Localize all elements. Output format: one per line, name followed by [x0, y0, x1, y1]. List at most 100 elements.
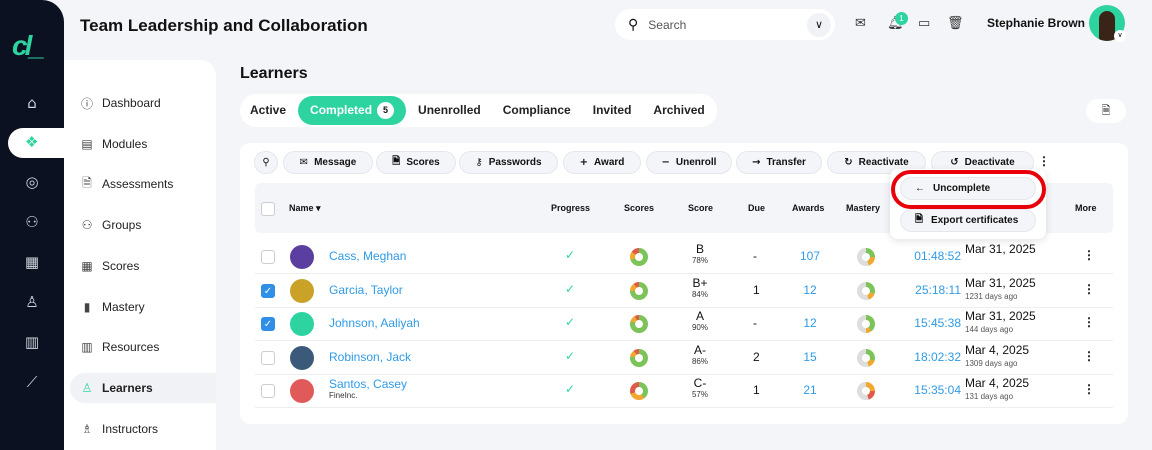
row-checkbox[interactable]: [261, 350, 275, 365]
export-certificates-menu-item[interactable]: 🗎 Export certificates: [900, 209, 1036, 232]
users-icon: ⚇: [81, 218, 93, 233]
passwords-icon: ⚷: [475, 157, 483, 168]
chevron-down-icon[interactable]: ∨: [807, 13, 831, 37]
awards-link[interactable]: 107: [799, 249, 821, 263]
export-pdf-button[interactable]: 🗎: [1086, 99, 1126, 123]
target-icon[interactable]: ◎: [25, 173, 39, 191]
avatar[interactable]: [1089, 5, 1125, 41]
sidebar-item-learners[interactable]: ♙ Learners: [70, 372, 216, 403]
uncomplete-menu-item[interactable]: ← Uncomplete: [900, 177, 1036, 200]
home-icon[interactable]: ⌂: [27, 94, 37, 112]
table-row[interactable]: Robinson, Jack ✓ A- 86% 2 15 18:02:32 Mar…: [255, 341, 1113, 375]
award-icon: +: [579, 157, 588, 168]
sidebar-item-resources[interactable]: ▥ Resources: [81, 340, 160, 355]
select-all-checkbox[interactable]: [261, 202, 275, 216]
row-checkbox[interactable]: [261, 250, 275, 264]
table-row[interactable]: ✓ Garcia, Taylor ✓ B+ 84% 1 12 25:18:11 M…: [255, 274, 1113, 308]
check-icon: ✓: [565, 315, 576, 329]
scores-button[interactable]: 🗎 Scores: [376, 151, 456, 174]
users-icon[interactable]: ⚇: [25, 213, 39, 231]
tab-compliance[interactable]: Compliance: [502, 103, 571, 117]
learner-name-link[interactable]: Robinson, Jack: [329, 349, 412, 364]
row-checkbox[interactable]: [261, 384, 275, 398]
table-row[interactable]: Santos, Casey FineInc. ✓ C- 57% 1 21 15:35…: [255, 374, 1113, 408]
sidebar-item-scores[interactable]: ▦ Scores: [81, 258, 140, 273]
time-link[interactable]: 25:18:11: [915, 282, 961, 297]
column-more: More: [1075, 203, 1097, 213]
mastery-donut[interactable]: [857, 315, 875, 333]
scores-donut[interactable]: [630, 348, 648, 367]
row-checkbox[interactable]: ✓: [261, 283, 275, 298]
tab-invited[interactable]: Invited: [592, 103, 632, 117]
brand-logo: cl_: [12, 30, 45, 61]
time-link[interactable]: 15:45:38: [914, 316, 961, 330]
passwords-button[interactable]: ⚷ Passwords: [459, 151, 558, 174]
awards-link[interactable]: 21: [803, 383, 817, 397]
row-more-icon[interactable]: ⋮: [1083, 382, 1095, 396]
award-button[interactable]: + Award: [563, 151, 641, 174]
row-more-icon[interactable]: ⋮: [1083, 348, 1095, 363]
awards-link[interactable]: 12: [803, 282, 817, 297]
table-row[interactable]: ✓ Johnson, Aaliyah ✓ A 90% - 12 15:45:38 …: [255, 307, 1113, 341]
mastery-donut[interactable]: [857, 281, 875, 300]
tab-unenrolled[interactable]: Unenrolled: [418, 103, 481, 117]
tab-completed[interactable]: Completed 5: [298, 96, 407, 125]
learner-name-link[interactable]: Garcia, Taylor: [329, 282, 403, 297]
row-checkbox[interactable]: ✓: [261, 317, 275, 331]
tab-archived[interactable]: Archived: [653, 103, 705, 117]
user-name[interactable]: Stephanie Brown: [987, 16, 1086, 30]
reactivate-button[interactable]: ↻ Reactivate: [827, 151, 926, 174]
trash-icon[interactable]: 🗑︎: [947, 16, 964, 31]
mastery-donut[interactable]: [857, 382, 875, 400]
chart-icon[interactable]: ⟋: [26, 373, 38, 391]
awards-link[interactable]: 15: [803, 349, 817, 364]
time-link[interactable]: 18:02:32: [914, 349, 961, 364]
file-check-icon: 🗎: [82, 175, 92, 190]
row-more-icon[interactable]: ⋮: [1083, 248, 1095, 262]
tab-active[interactable]: Active: [250, 103, 287, 117]
column-scores: Scores: [624, 203, 655, 213]
mail-icon[interactable]: ✉: [855, 16, 866, 31]
message-button[interactable]: ✉ Message: [283, 151, 373, 174]
avatar: [290, 278, 314, 303]
search-icon: ⚲: [628, 16, 639, 33]
learner-name-link[interactable]: Johnson, Aaliyah: [329, 316, 420, 330]
scores-donut[interactable]: [630, 248, 648, 266]
row-more-icon[interactable]: ⋮: [1083, 315, 1095, 329]
search-button[interactable]: ⚲: [254, 151, 278, 174]
column-name[interactable]: Name ▾: [289, 203, 321, 213]
learner-name-link[interactable]: Santos, Casey FineInc.: [329, 377, 408, 400]
time-link[interactable]: 01:48:52: [914, 249, 961, 263]
more-actions-icon[interactable]: ⋮: [1038, 154, 1050, 168]
row-more-icon[interactable]: ⋮: [1083, 281, 1095, 296]
column-awards: Awards: [792, 203, 825, 213]
scores-donut[interactable]: [630, 315, 648, 333]
transfer-button[interactable]: → Transfer: [736, 151, 822, 174]
modules-rail-icon[interactable]: ❖: [8, 128, 64, 158]
date-value: Mar 4, 2025 1309 days ago: [965, 342, 1030, 368]
sidebar-item-instructors[interactable]: ♗ Instructors: [81, 421, 159, 436]
time-link[interactable]: 15:35:04: [914, 383, 961, 397]
sidebar-item-modules[interactable]: ▤ Modules: [81, 136, 148, 151]
grid-icon[interactable]: ▦: [24, 253, 40, 271]
search-input[interactable]: ⚲ Search ∨: [615, 9, 835, 40]
mastery-donut[interactable]: [857, 348, 875, 367]
column-mastery: Mastery: [846, 203, 881, 213]
calendar-icon[interactable]: ▭: [918, 16, 931, 31]
due-value: 1: [753, 383, 760, 397]
user-icon[interactable]: ♙: [25, 293, 39, 311]
awards-link[interactable]: 12: [803, 316, 817, 330]
scores-donut[interactable]: [630, 382, 648, 400]
sidebar-item-groups[interactable]: ⚇ Groups: [81, 218, 142, 233]
chevron-down-icon[interactable]: ∨: [1114, 30, 1126, 42]
table-row[interactable]: Cass, Meghan ✓ B 78% - 107 01:48:52 Mar 3…: [255, 240, 1113, 274]
library-icon[interactable]: ▥: [24, 333, 40, 351]
learner-name-link[interactable]: Cass, Meghan: [329, 249, 407, 263]
scores-donut[interactable]: [630, 281, 648, 300]
sidebar-item-mastery[interactable]: ▮ Mastery: [70, 292, 216, 322]
sidebar-item-dashboard[interactable]: ⓘ Dashboard: [80, 96, 161, 111]
sidebar-item-assessments[interactable]: 🗎 Assessments: [70, 169, 216, 199]
mastery-donut[interactable]: [857, 248, 875, 266]
unenroll-button[interactable]: − Unenroll: [646, 151, 732, 174]
date-value: Mar 31, 2025 144 days ago: [965, 309, 1036, 334]
